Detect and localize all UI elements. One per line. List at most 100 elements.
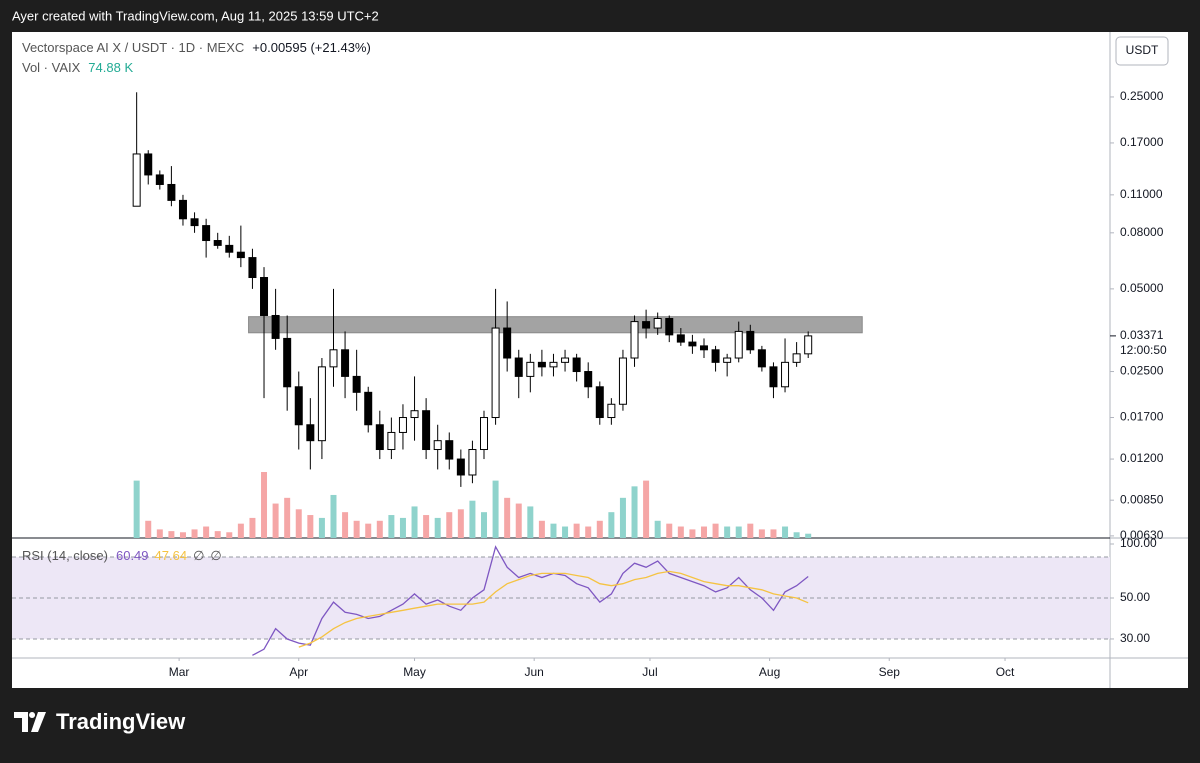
volume-bar [562, 526, 569, 538]
candle-body [144, 153, 153, 176]
y-tick-label: 0.00850 [1120, 492, 1164, 506]
volume-bar [793, 532, 800, 538]
y-tick-label: 0.11000 [1120, 187, 1163, 201]
rsi-ma-line [298, 570, 809, 648]
candle-body [178, 199, 187, 220]
x-tick-label: Oct [996, 665, 1015, 679]
resistance-zone [248, 316, 863, 334]
volume-bar [758, 529, 765, 538]
volume-bar [133, 480, 140, 538]
rsi-value: 60.49 [116, 548, 149, 563]
volume-bar [700, 526, 707, 538]
volume-legend: Vol · VAIX 74.88 K [22, 60, 133, 75]
candle-body [271, 314, 280, 339]
candle-body [306, 424, 315, 442]
candle-body [213, 240, 222, 246]
candle-body [283, 337, 292, 388]
x-tick-label: Jun [524, 665, 543, 679]
volume-bar [515, 503, 522, 538]
x-tick-label: Aug [759, 665, 780, 679]
currency-button[interactable] [1115, 36, 1169, 66]
candle-body [190, 218, 199, 227]
x-tick-label: Sep [879, 665, 901, 679]
candle-body [225, 244, 234, 253]
volume-bar [179, 532, 186, 538]
candle-body [167, 183, 176, 201]
volume-bar [585, 526, 592, 538]
logo-mark [14, 712, 46, 732]
volume-bar [782, 526, 789, 538]
currency[interactable]: USDT [1126, 43, 1159, 57]
candle-body [781, 361, 790, 388]
volume-bar [504, 497, 511, 538]
candle-body [595, 386, 604, 419]
candle-body [584, 371, 593, 388]
volume-bar [307, 515, 314, 538]
volume-bar [411, 506, 418, 538]
candle-body [549, 361, 558, 368]
volume-name: Vol · VAIX [22, 60, 81, 75]
volume-bar [272, 503, 279, 538]
candle-body [688, 341, 697, 347]
volume-bar [423, 515, 430, 538]
candle-body [607, 403, 616, 419]
symbol: Vectorspace AI X / USDT · 1D · MEXC [22, 40, 244, 55]
candle-body [618, 357, 627, 405]
change: +0.00595 (+21.43%) [252, 40, 371, 55]
volume-bar [770, 529, 777, 538]
candle-body [456, 458, 465, 476]
candle-body [757, 349, 766, 368]
rsi-extra: ∅ [193, 548, 204, 563]
y-tick-label: 0.01200 [1120, 451, 1164, 465]
volume-bar [712, 523, 719, 538]
candle-body [132, 153, 141, 207]
candle-body [699, 345, 708, 351]
candle-body [422, 410, 431, 451]
candle-body [445, 440, 454, 460]
volume-bar [168, 531, 175, 538]
y-tick-label: 0.08000 [1120, 225, 1164, 239]
x-tick-label: May [403, 665, 426, 679]
volume-bar [724, 526, 731, 538]
candle-body [711, 349, 720, 363]
candle-body [642, 321, 651, 329]
candle-body [294, 386, 303, 426]
volume-bar [596, 520, 603, 538]
candle-body [514, 357, 523, 377]
candle-body [723, 357, 732, 363]
volume-value: 74.88 K [88, 60, 133, 75]
volume-bar [805, 533, 812, 538]
rsi-tick-label: 100.00 [1120, 536, 1157, 550]
volume-bar [284, 497, 291, 538]
candle-body [468, 449, 477, 476]
rsi-legend: RSI (14, close) 60.49 47.64 ∅ ∅ [22, 548, 222, 563]
volume-bar [261, 472, 268, 538]
rsi-title: RSI (14, close) [22, 548, 108, 563]
y-tick-label: 0.17000 [1120, 135, 1164, 149]
candle-body [792, 353, 801, 363]
volume-bar [191, 529, 198, 538]
volume-bar [747, 523, 754, 538]
volume-bar [226, 532, 233, 538]
candle-body [734, 330, 743, 359]
y-tick-label: 0.01700 [1120, 410, 1164, 424]
candle-body [665, 318, 674, 336]
y-tick-label: 0.05000 [1120, 281, 1164, 295]
candle-body [746, 330, 755, 351]
candle-body [526, 361, 535, 377]
countdown: 12:00:50 [1120, 343, 1167, 357]
candle-body [537, 361, 546, 368]
candle-body [630, 321, 639, 359]
candle-body [676, 334, 685, 343]
volume-bar [203, 526, 210, 538]
candle-body [248, 257, 257, 279]
candle-body [653, 318, 662, 329]
candle-body [480, 417, 489, 451]
volume-bar [399, 517, 406, 538]
volume-bar [388, 515, 395, 538]
volume-bar [318, 517, 325, 538]
rsi-extra: ∅ [210, 548, 221, 563]
legend-title: Vectorspace AI X / USDT · 1D · MEXC +0.00… [22, 40, 371, 55]
candle-body [375, 424, 384, 451]
